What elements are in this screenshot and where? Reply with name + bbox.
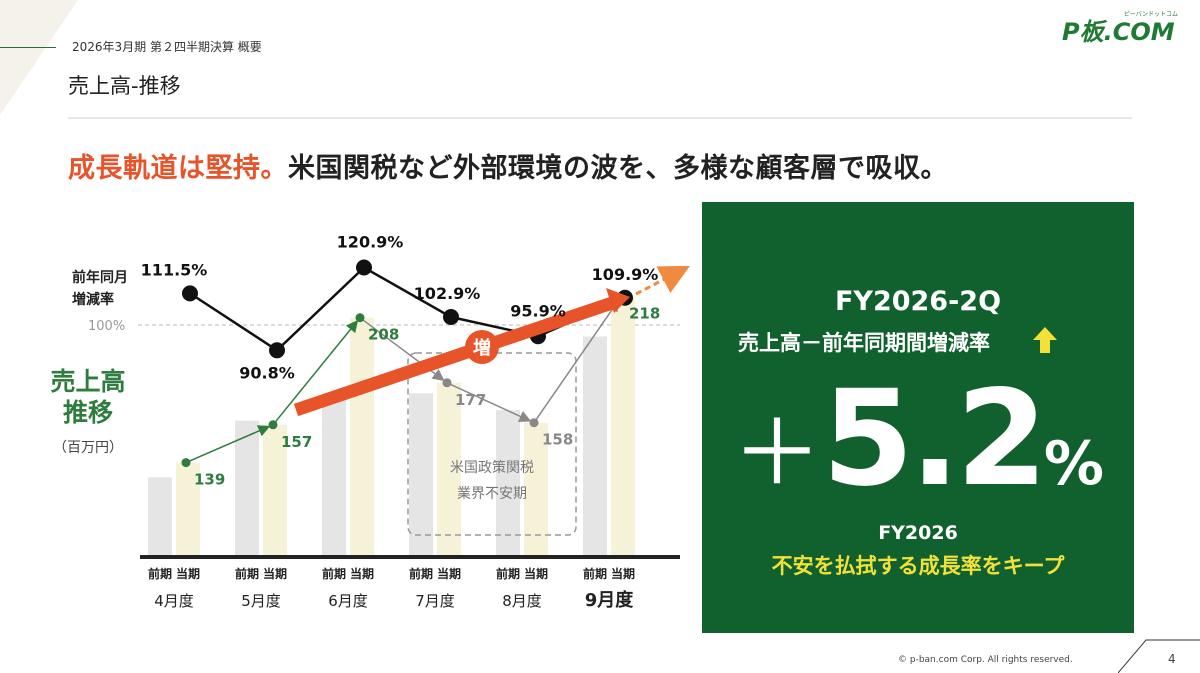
- bar-curr-5: [611, 296, 635, 555]
- sublabel-prev-1: 前期: [235, 566, 259, 581]
- sublabel-prev-4: 前期: [496, 566, 520, 581]
- category-label-2: 6月度: [328, 592, 368, 610]
- bar-prev-0: [148, 477, 172, 555]
- trend-badge: [465, 330, 499, 364]
- footer-decoration: [1118, 639, 1200, 673]
- baseline-100-label: 100%: [88, 319, 125, 334]
- headline: 成長軌道は堅持。米国関税など外部環境の波を、多様な顧客層で吸収。: [68, 146, 948, 185]
- panel-value-prefix: ＋: [732, 401, 822, 506]
- trend-badge-text: 増: [473, 337, 491, 359]
- sales-point-1: [268, 420, 278, 430]
- sublabel-prev-5: 前期: [583, 566, 607, 581]
- panel-fy-label: FY2026: [878, 522, 958, 544]
- panel-keep-text: 不安を払拭する成長率をキープ: [771, 554, 1065, 578]
- yoy-point-2: [356, 259, 372, 276]
- sublabel-curr-1: 当期: [263, 566, 287, 581]
- sublabel-curr-4: 当期: [524, 566, 548, 581]
- sales-value-label-0: 139: [194, 471, 225, 489]
- panel-value-unit: %: [1043, 429, 1104, 499]
- sales-point-3: [442, 378, 452, 388]
- panel-title: FY2026-2Q: [834, 286, 1002, 317]
- sublabel-curr-2: 当期: [350, 566, 374, 581]
- header-accent-line: [0, 47, 56, 48]
- sales-label-1: 売上高: [50, 367, 125, 396]
- sales-line-segment-0: [185, 425, 271, 464]
- sales-value-label-2: 208: [368, 326, 399, 344]
- category-label-4: 8月度: [502, 592, 542, 610]
- tariff-annotation-line1: 米国政策関税: [450, 459, 534, 476]
- trend-arrow-head: [606, 288, 630, 313]
- trend-arrow: [293, 295, 618, 417]
- company-logo: ピーバンドットコム P板.COM: [1062, 11, 1178, 46]
- panel-value-number: 5.2: [822, 362, 1048, 516]
- category-label-5: 9月度: [585, 589, 635, 611]
- bar-prev-1: [235, 420, 259, 555]
- sales-point-4: [529, 418, 539, 428]
- headline-rest: 米国関税など外部環境の波を、多様な顧客層で吸収。: [288, 153, 948, 184]
- sales-line-segment-1: [272, 320, 359, 426]
- sublabel-prev-2: 前期: [322, 566, 346, 581]
- yoy-label-2: 120.9%: [337, 233, 404, 252]
- yoy-label-0: 111.5%: [141, 260, 208, 279]
- yoy-label-4: 95.9%: [510, 301, 566, 320]
- footer-copyright: © p-ban.com Corp. All rights reserved.: [898, 655, 1073, 665]
- summary-panel: FY2026-2Q 売上高－前年同期間増減率 ＋5.2% FY2026 不安を払…: [702, 202, 1134, 633]
- category-label-1: 5月度: [241, 592, 281, 610]
- yoy-label-5: 109.9%: [592, 265, 659, 284]
- yoy-point-3: [443, 309, 459, 326]
- sales-value-label-1: 157: [281, 433, 312, 451]
- yoy-label-1: 90.8%: [239, 363, 295, 382]
- sublabel-curr-5: 当期: [611, 566, 635, 581]
- sales-value-label-4: 158: [542, 431, 573, 449]
- yoy-axis-label-1: 前年同月: [72, 269, 128, 286]
- sales-value-label-3: 177: [455, 391, 486, 409]
- trend-arrow-extension: [635, 265, 690, 296]
- sales-line-segment-3: [446, 382, 532, 422]
- sales-trend-chart: 100% 米国政策関税 業界不安期 増 139 157 208 177 158 218 11…: [50, 233, 690, 611]
- yoy-point-1: [269, 342, 285, 359]
- bar-prev-2: [322, 393, 346, 555]
- sales-line-segment-4: [533, 299, 620, 424]
- bar-prev-4: [496, 410, 520, 555]
- bar-curr-2: [350, 317, 374, 555]
- page-number: 4: [1168, 652, 1176, 666]
- logo-small-text: ピーバンドットコム: [1124, 11, 1178, 18]
- sublabel-curr-3: 当期: [437, 566, 461, 581]
- sales-point-2: [355, 313, 365, 323]
- panel-subtitle: 売上高－前年同期間増減率: [738, 331, 990, 355]
- bar-curr-1: [263, 424, 287, 555]
- category-label-0: 4月度: [154, 592, 194, 610]
- bar-curr-0: [176, 462, 200, 555]
- up-arrow-icon: [1033, 327, 1057, 353]
- header-subtitle: 2026年3月期 第２四半期決算 概要: [72, 40, 262, 54]
- yoy-label-3: 102.9%: [414, 284, 481, 303]
- bar-curr-3: [437, 382, 461, 555]
- sales-point-0: [181, 458, 191, 468]
- header-divider: [68, 117, 1132, 119]
- headline-emphasis: 成長軌道は堅持。: [68, 153, 288, 184]
- category-label-3: 7月度: [415, 592, 455, 610]
- bar-prev-5: [583, 336, 607, 555]
- panel-value: ＋5.2%: [732, 362, 1104, 516]
- sublabel-prev-3: 前期: [409, 566, 433, 581]
- logo-text: P板.COM: [1062, 18, 1175, 46]
- sales-value-label-5: 218: [629, 305, 660, 323]
- sales-label-2: 推移: [63, 398, 113, 427]
- tariff-annotation-line2: 業界不安期: [457, 486, 527, 502]
- sublabel-curr-0: 当期: [176, 566, 200, 581]
- page-title: 売上高-推移: [68, 74, 181, 98]
- unit-label: （百万円）: [53, 440, 123, 456]
- yoy-axis-label-2: 増減率: [72, 291, 114, 308]
- yoy-point-0: [182, 285, 198, 302]
- bar-curr-4: [524, 422, 548, 555]
- sublabel-prev-0: 前期: [148, 566, 172, 581]
- bar-prev-3: [409, 393, 433, 555]
- corner-decoration: [0, 0, 78, 115]
